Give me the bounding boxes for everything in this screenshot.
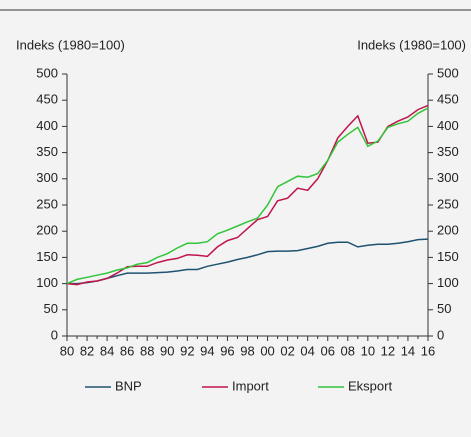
y-tick-label: 450 [36, 92, 58, 107]
y2-tick-label: 50 [437, 301, 451, 316]
y-tick-label: 250 [36, 196, 58, 211]
series-line [66, 104, 429, 286]
y2-tick-label: 250 [437, 196, 459, 211]
y-tick-label: 100 [36, 275, 58, 290]
x-tick-label: 14 [401, 343, 415, 358]
y2-tick-label: 300 [437, 170, 459, 185]
x-tick-label: 82 [80, 343, 94, 358]
y-axis-label: Indeks (1980=100) [16, 37, 125, 52]
y-tick-label: 400 [36, 118, 58, 133]
x-tick-label: 02 [280, 343, 294, 358]
y2-tick-label: 100 [437, 275, 459, 290]
x-tick-label: 94 [200, 343, 214, 358]
y2-tick-label: 400 [437, 118, 459, 133]
x-tick-label: 12 [381, 343, 395, 358]
y-tick-label: 0 [51, 327, 58, 342]
y-tick-label: 500 [36, 65, 58, 80]
y-tick-label: 50 [44, 301, 58, 316]
legend-label: Eksport [348, 378, 392, 393]
x-tick-label: 90 [160, 343, 174, 358]
y-tick-label: 200 [36, 223, 58, 238]
x-tick-label: 92 [180, 343, 194, 358]
x-tick-label: 00 [260, 343, 274, 358]
y2-tick-label: 500 [437, 65, 459, 80]
x-tick-label: 98 [240, 343, 254, 358]
legend-label: BNP [115, 378, 142, 393]
x-tick-label: 04 [300, 343, 314, 358]
y2-tick-label: 200 [437, 223, 459, 238]
y2-axis-label: Indeks (1980=100) [357, 37, 466, 52]
x-tick-label: 06 [320, 343, 334, 358]
x-tick-label: 86 [120, 343, 134, 358]
x-tick-label: 16 [421, 343, 435, 358]
series-line [66, 107, 429, 285]
x-tick-label: 88 [140, 343, 154, 358]
x-tick-label: 80 [60, 343, 74, 358]
y2-tick-label: 350 [437, 144, 459, 159]
y2-tick-label: 450 [437, 92, 459, 107]
x-tick-label: 10 [361, 343, 375, 358]
series-line [67, 238, 429, 285]
y2-tick-label: 0 [437, 327, 444, 342]
y-tick-label: 350 [36, 144, 58, 159]
legend-label: Import [232, 378, 269, 393]
y-tick-label: 300 [36, 170, 58, 185]
y-tick-label: 150 [36, 249, 58, 264]
x-tick-label: 84 [100, 343, 114, 358]
y2-tick-label: 150 [437, 249, 459, 264]
x-tick-label: 96 [220, 343, 234, 358]
x-tick-label: 08 [341, 343, 355, 358]
